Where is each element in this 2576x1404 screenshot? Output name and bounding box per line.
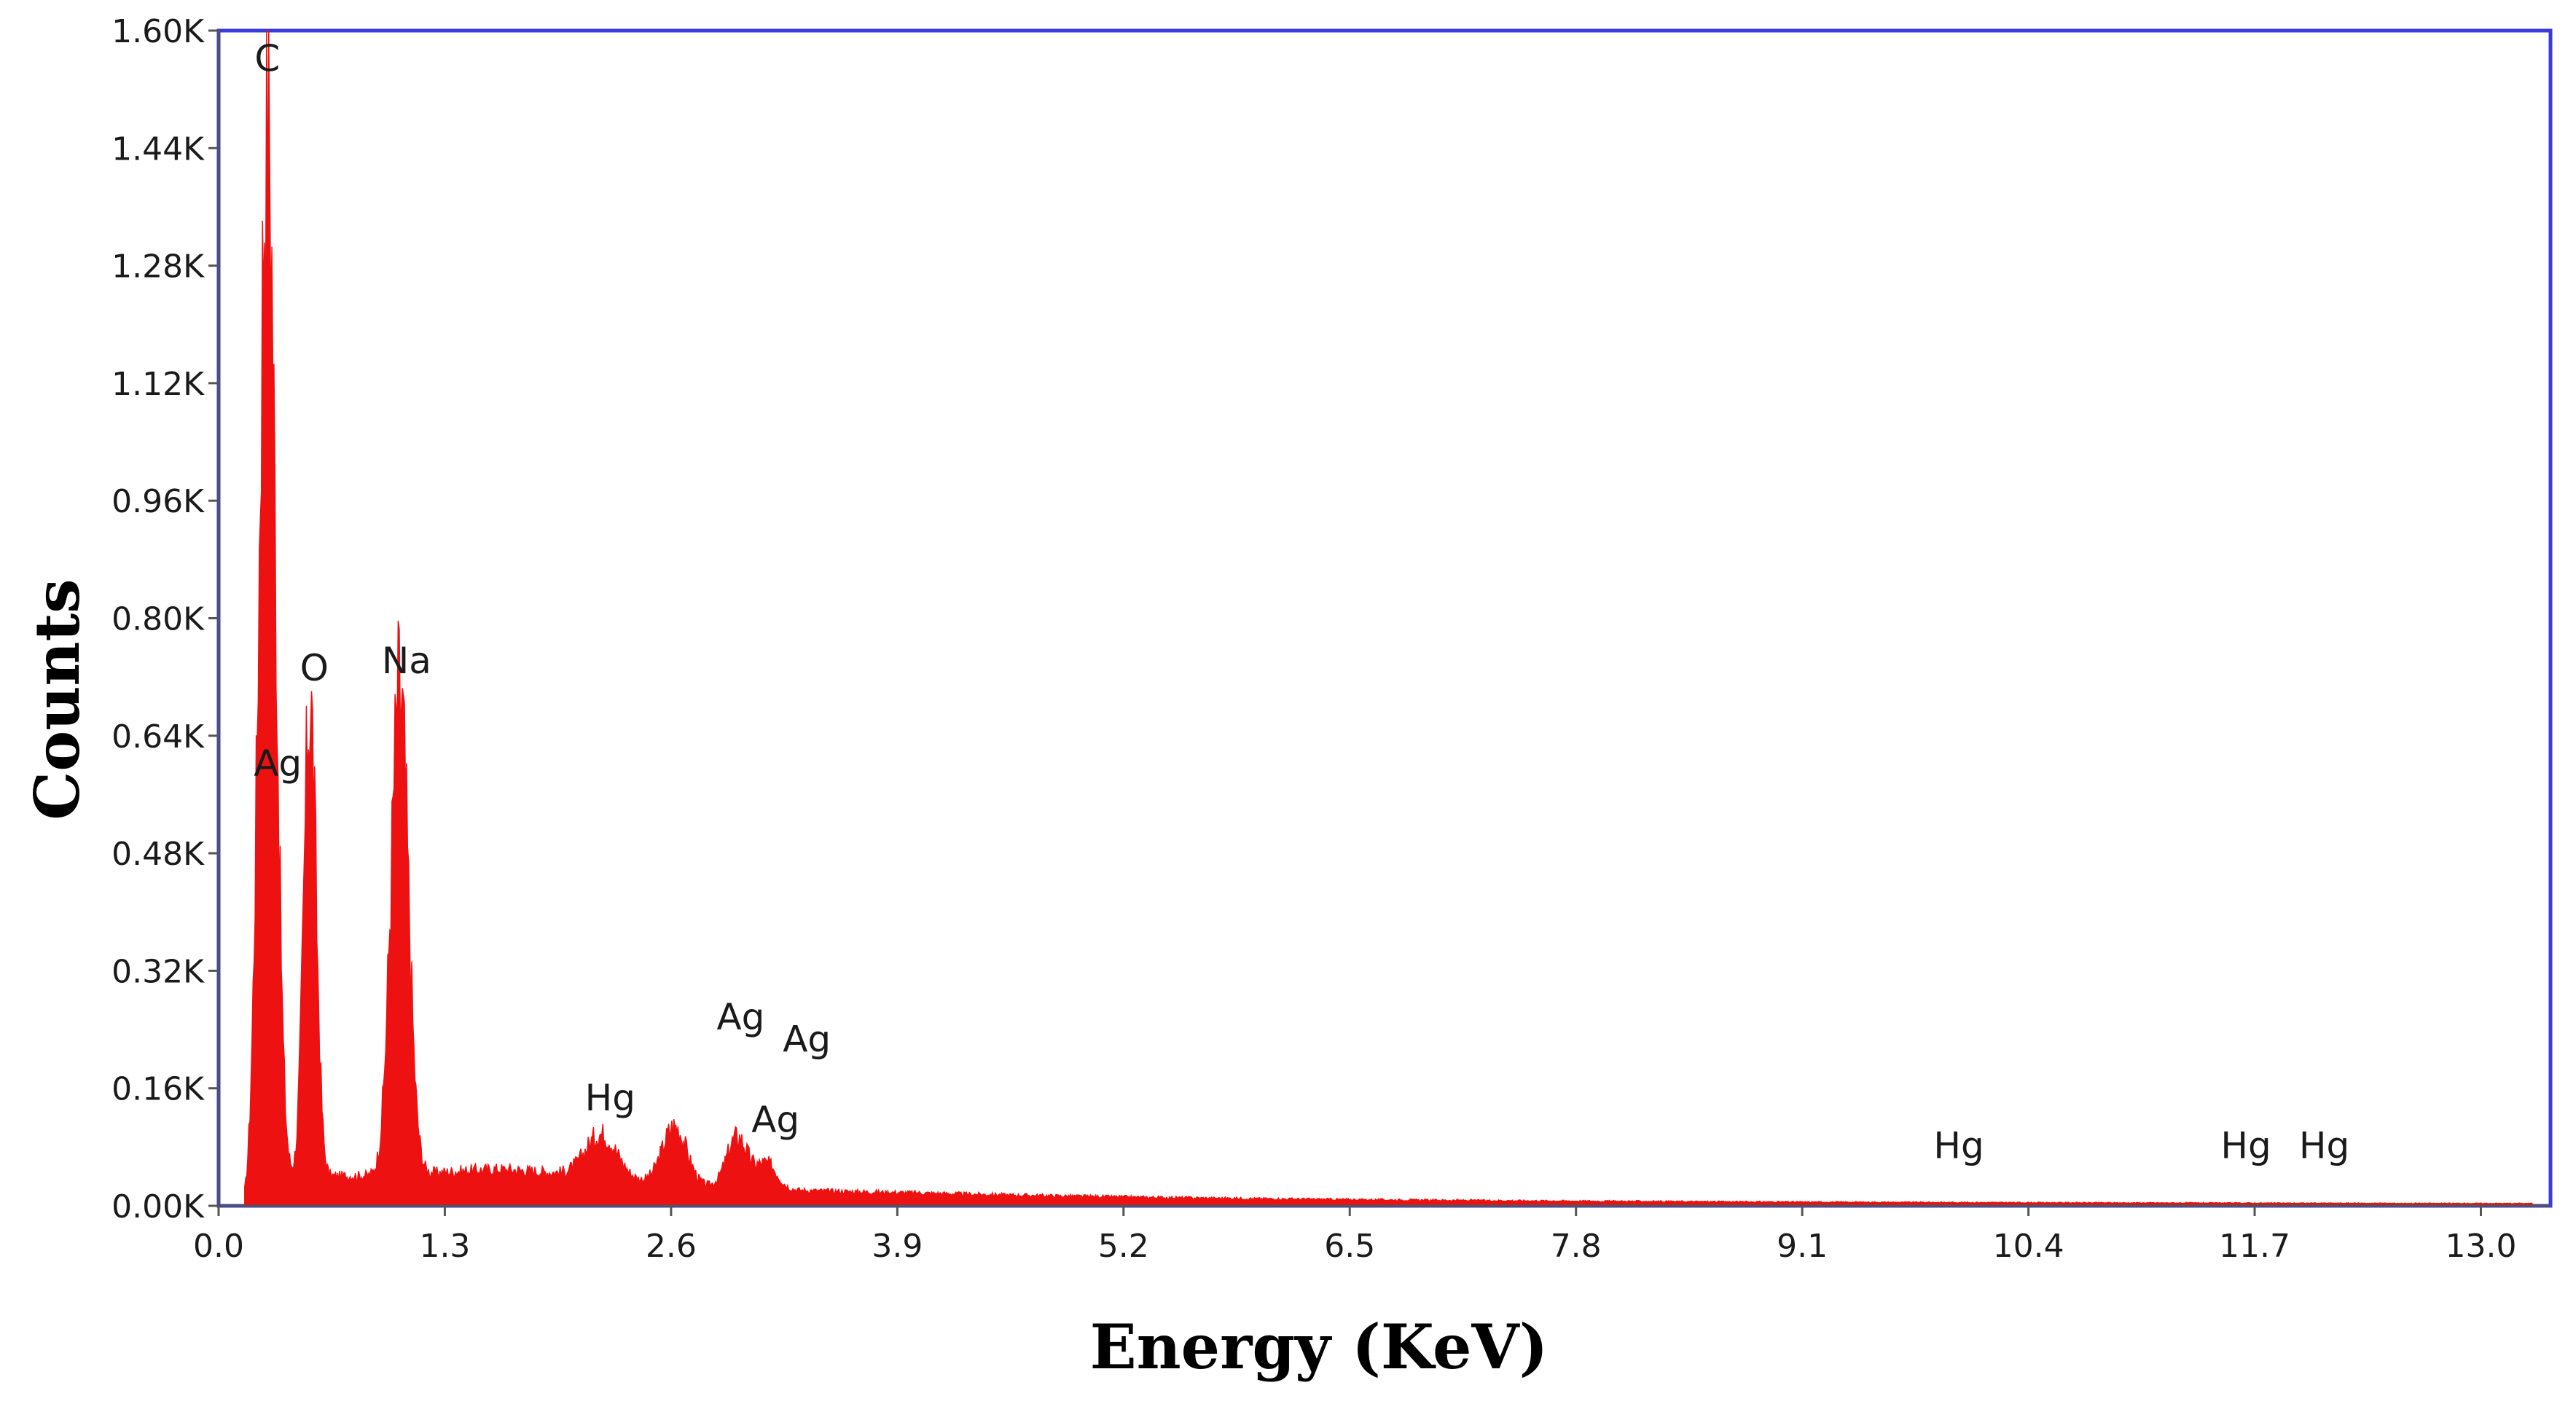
ticks-layer: 0.0 1.3 2.6 3.9 5.2 6.5 7.8 9.1 10.4 11.7 13.0 0.00… xyxy=(111,13,2516,1265)
peak-label: Ag xyxy=(783,1018,831,1060)
y-tick-label: 0.16K xyxy=(111,1071,205,1108)
x-tick-label: 0.0 xyxy=(193,1228,244,1265)
y-tick-label: 0.48K xyxy=(111,836,205,873)
peak-label: Hg xyxy=(1933,1124,1984,1166)
peak-label: Ag xyxy=(254,742,302,785)
peak-label: Hg xyxy=(2299,1124,2349,1166)
y-tick-label: 1.60K xyxy=(111,13,205,50)
peak-label: Ag xyxy=(751,1099,799,1141)
spectrum-layer xyxy=(244,30,2534,1207)
peak-label: C xyxy=(254,37,280,79)
peak-label: O xyxy=(300,647,329,689)
y-tick-label: 0.96K xyxy=(111,483,205,520)
peak-label: Hg xyxy=(585,1077,635,1119)
y-tick-label: 1.28K xyxy=(111,248,205,286)
x-tick-label: 9.1 xyxy=(1777,1228,1828,1265)
x-tick-label: 13.0 xyxy=(2445,1228,2516,1265)
y-tick-label: 0.64K xyxy=(111,718,205,756)
y-tick-label: 1.12K xyxy=(111,366,205,403)
x-tick-label: 5.2 xyxy=(1098,1228,1149,1265)
x-tick-label: 3.9 xyxy=(872,1228,923,1265)
peak-label: Hg xyxy=(2220,1124,2271,1166)
y-tick-label: 1.44K xyxy=(111,130,205,168)
x-tick-label: 6.5 xyxy=(1324,1228,1375,1265)
x-tick-label: 10.4 xyxy=(1993,1228,2064,1265)
x-tick-label: 1.3 xyxy=(419,1228,470,1265)
x-axis-title: Energy (KeV) xyxy=(1090,1311,1549,1383)
y-tick-label: 0.80K xyxy=(111,601,205,638)
y-tick-label: 0.32K xyxy=(111,953,205,990)
y-axis-title: Counts xyxy=(21,579,93,820)
peak-label: Na xyxy=(382,640,431,682)
peak-labels-layer: C O Na Ag Hg Ag Ag Ag Hg Hg Hg xyxy=(254,37,2349,1166)
y-tick-label: 0.00K xyxy=(111,1188,205,1225)
peak-label: Ag xyxy=(716,996,764,1038)
x-tick-label: 7.8 xyxy=(1551,1228,1602,1265)
x-tick-label: 11.7 xyxy=(2219,1228,2290,1265)
plot-frame xyxy=(216,28,2553,1208)
x-tick-label: 2.6 xyxy=(646,1228,697,1265)
spectrum-series xyxy=(244,30,2534,1207)
